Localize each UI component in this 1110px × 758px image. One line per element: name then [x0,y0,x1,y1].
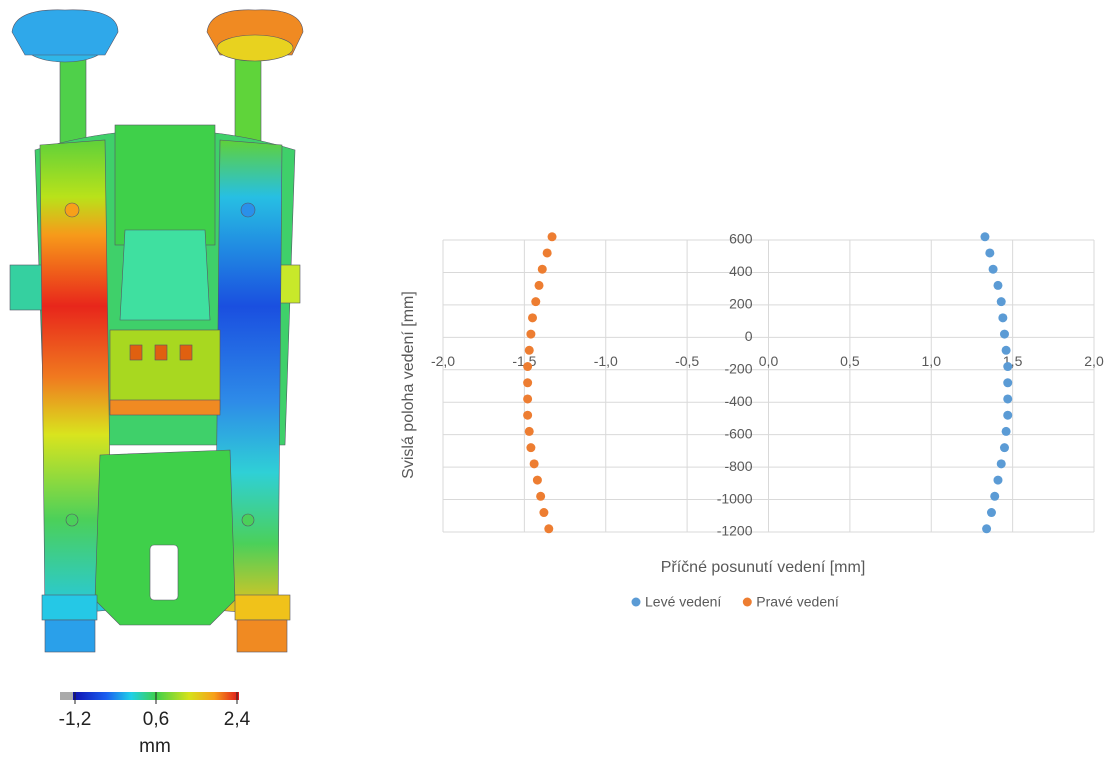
fea-shape [150,545,178,600]
colorbar: mm -1,2 0,6 2,4 [59,692,251,757]
legend-label: Pravé vedení [756,594,839,610]
point [985,248,994,257]
fea-shape [66,514,78,526]
point [1003,394,1012,403]
fea-shape [120,230,210,320]
point [536,492,545,501]
point [1003,378,1012,387]
point [523,394,532,403]
point [993,281,1002,290]
colorbar-label: -1,2 [59,709,92,730]
point [993,476,1002,485]
fea-shape [60,692,73,700]
point [989,265,998,274]
fea-shape [42,595,97,620]
point [990,492,999,501]
fea-shape [235,595,290,620]
fea-shape [110,400,220,415]
point [538,265,547,274]
point [1002,427,1011,436]
page: mm -1,2 0,6 2,4 Příčné posunutí vedení [mm… [0,0,1110,758]
legend-marker [743,598,752,607]
point [1003,362,1012,371]
fea-shape [110,330,220,410]
fea-shape [65,203,79,217]
colorbar-unit: mm [139,736,171,757]
legend-label: Levé vedení [645,594,721,610]
fea-shape [155,345,167,360]
point [980,232,989,241]
y-tick-label: -600 [724,425,752,441]
fea-shape [237,620,287,652]
x-tick-label: 0,0 [759,353,779,369]
point [1000,443,1009,452]
y-tick-label: -1000 [717,490,753,506]
point [523,362,532,371]
point [1000,330,1009,339]
point [525,427,534,436]
y-tick-label: -400 [724,393,752,409]
point [530,459,539,468]
point [543,248,552,257]
point [525,346,534,355]
y-tick-label: -200 [724,360,752,376]
fea-shape [12,10,118,55]
point [533,476,542,485]
point [535,281,544,290]
y-tick-label: -800 [724,458,752,474]
point [998,313,1007,322]
fea-model [10,10,303,652]
fea-shape [45,620,95,652]
point [528,313,537,322]
point [1003,411,1012,420]
x-tick-label: -1,0 [594,353,618,369]
y-tick-label: 200 [729,296,753,312]
fea-shape [115,125,215,245]
y-axis-title: Svislá poloha vedení [mm] [400,291,417,479]
colorbar-label: 0,6 [143,709,169,730]
colorbar-label: 2,4 [224,709,251,730]
point [1002,346,1011,355]
y-tick-label: 600 [729,231,753,247]
point [526,330,535,339]
point [523,411,532,420]
point [539,508,548,517]
x-tick-label: -0,5 [675,353,699,369]
y-tick-label: 0 [745,328,753,344]
point [526,443,535,452]
point [544,524,553,533]
x-tick-label: 2,0 [1084,353,1104,369]
point [982,524,991,533]
point [987,508,996,517]
point [997,297,1006,306]
fea-shape [242,514,254,526]
fea-shape [180,345,192,360]
point [997,459,1006,468]
y-tick-label: 400 [729,263,753,279]
point [531,297,540,306]
legend-marker [632,598,641,607]
x-axis-title: Příčné posunutí vedení [mm] [661,559,866,576]
y-tick-label: -1200 [717,523,753,539]
point [548,232,557,241]
x-tick-label: 0,5 [840,353,860,369]
fea-shape [217,35,293,61]
fea-shape [241,203,255,217]
point [523,378,532,387]
fea-shape [130,345,142,360]
x-tick-label: 1,0 [922,353,942,369]
x-tick-label: -2,0 [431,353,455,369]
